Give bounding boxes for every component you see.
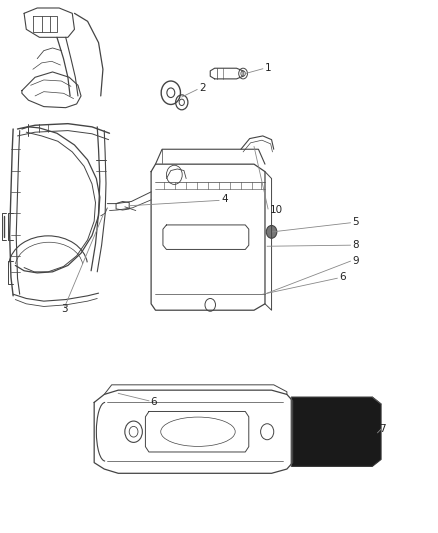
- Text: 7: 7: [379, 424, 385, 433]
- Text: 6: 6: [151, 397, 157, 407]
- Text: 9: 9: [353, 256, 359, 265]
- Text: 3: 3: [61, 304, 68, 314]
- Polygon shape: [291, 397, 381, 466]
- Text: 1: 1: [265, 63, 272, 72]
- Text: 5: 5: [353, 217, 359, 227]
- Circle shape: [266, 225, 277, 238]
- Text: 2: 2: [199, 83, 206, 93]
- Text: 10: 10: [269, 205, 283, 215]
- Text: 8: 8: [353, 240, 359, 249]
- Text: 4: 4: [221, 195, 228, 204]
- Text: 6: 6: [339, 272, 346, 282]
